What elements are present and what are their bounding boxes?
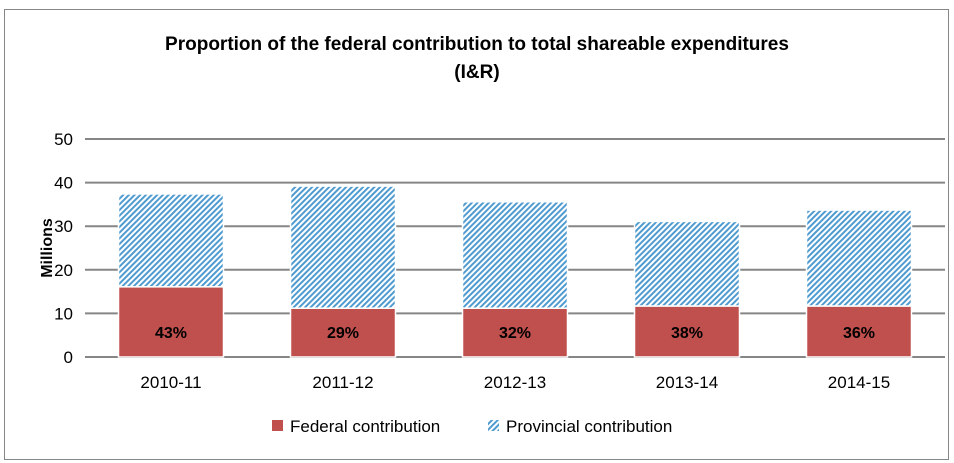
x-tick-label: 2010-11 (140, 373, 201, 392)
legend-swatch (488, 420, 499, 431)
bar-federal (289, 307, 397, 358)
bar-federal (117, 286, 225, 358)
x-tick-label: 2012-13 (484, 373, 546, 392)
y-tick-label: 30 (54, 217, 73, 236)
y-tick-label: 10 (54, 304, 73, 323)
y-tick-label: 0 (64, 348, 73, 367)
legend-swatch (272, 420, 283, 431)
data-label: 38% (671, 325, 703, 342)
legend-label: Provincial contribution (506, 417, 672, 436)
bar-provincial (805, 209, 913, 307)
bar-provincial (289, 185, 397, 309)
legend-label: Federal contribution (290, 417, 440, 436)
bar-provincial (461, 201, 569, 309)
bar-provincial (117, 193, 225, 288)
data-label: 29% (327, 325, 359, 342)
data-label: 43% (155, 325, 187, 342)
data-label: 36% (843, 325, 875, 342)
x-tick-label: 2014-15 (828, 373, 890, 392)
data-label: 32% (499, 325, 531, 342)
chart-subtitle: (I&R) (454, 62, 499, 83)
y-tick-label: 50 (54, 130, 73, 149)
y-tick-label: 40 (54, 174, 73, 193)
x-tick-label: 2013-14 (656, 373, 718, 392)
y-tick-label: 20 (54, 261, 73, 280)
bar-provincial (633, 220, 741, 307)
chart-title: Proportion of the federal contribution t… (165, 34, 789, 55)
y-axis-label: Millions (39, 218, 56, 278)
x-tick-label: 2011-12 (312, 373, 373, 392)
